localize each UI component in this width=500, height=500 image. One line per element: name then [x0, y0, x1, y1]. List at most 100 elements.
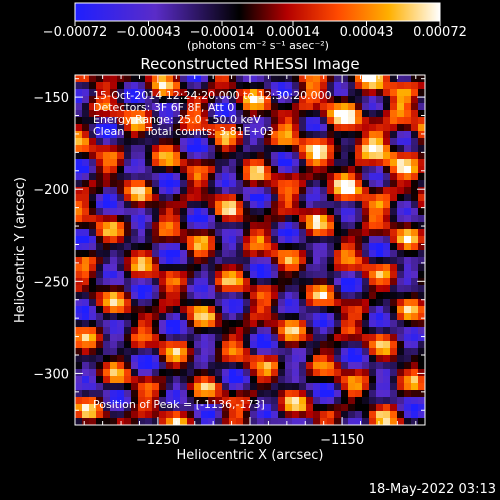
- heatmap-pixel: [250, 369, 258, 377]
- heatmap-pixel: [271, 418, 279, 425]
- heatmap-pixel: [299, 320, 307, 328]
- heatmap-pixel: [96, 152, 104, 160]
- heatmap-pixel: [327, 362, 335, 370]
- heatmap-pixel: [383, 257, 391, 265]
- heatmap-pixel: [110, 159, 118, 167]
- y-axis-label: Heliocentric Y (arcsec): [13, 177, 28, 323]
- heatmap-pixel: [243, 313, 251, 321]
- heatmap-pixel: [194, 82, 202, 90]
- heatmap-pixel: [152, 236, 160, 244]
- heatmap-pixel: [418, 131, 425, 139]
- heatmap-pixel: [145, 404, 153, 412]
- heatmap-pixel: [152, 166, 160, 174]
- heatmap-pixel: [215, 82, 223, 90]
- heatmap-pixel: [138, 229, 146, 237]
- heatmap-pixel: [285, 75, 293, 83]
- heatmap-pixel: [159, 82, 167, 90]
- heatmap-pixel: [348, 278, 356, 286]
- heatmap-pixel: [208, 341, 216, 349]
- heatmap-pixel: [271, 124, 279, 132]
- heatmap-pixel: [397, 124, 405, 132]
- heatmap-pixel: [257, 285, 265, 293]
- heatmap-pixel: [320, 201, 328, 209]
- heatmap-pixel: [236, 404, 244, 412]
- heatmap-pixel: [159, 215, 167, 223]
- heatmap-pixel: [82, 411, 90, 419]
- heatmap-pixel: [383, 82, 391, 90]
- heatmap-pixel: [103, 250, 111, 258]
- heatmap-pixel: [103, 103, 111, 111]
- heatmap-pixel: [187, 264, 195, 272]
- heatmap-pixel: [348, 383, 356, 391]
- heatmap-pixel: [257, 404, 265, 412]
- heatmap-pixel: [243, 348, 251, 356]
- heatmap-pixel: [75, 243, 83, 251]
- heatmap-pixel: [103, 166, 111, 174]
- heatmap-pixel: [222, 411, 230, 419]
- heatmap-pixel: [327, 208, 335, 216]
- heatmap-pixel: [187, 278, 195, 286]
- heatmap-pixel: [159, 341, 167, 349]
- heatmap-pixel: [187, 306, 195, 314]
- heatmap-pixel: [187, 75, 195, 83]
- heatmap-pixel: [208, 271, 216, 279]
- heatmap-pixel: [264, 166, 272, 174]
- heatmap-pixel: [285, 327, 293, 335]
- heatmap-pixel: [75, 264, 83, 272]
- heatmap-pixel: [124, 89, 132, 97]
- heatmap-pixel: [327, 117, 335, 125]
- heatmap-pixel: [369, 299, 377, 307]
- heatmap-pixel: [355, 131, 363, 139]
- heatmap-pixel: [306, 215, 314, 223]
- heatmap-pixel: [320, 243, 328, 251]
- heatmap-pixel: [383, 222, 391, 230]
- heatmap-pixel: [376, 194, 384, 202]
- heatmap-pixel: [117, 187, 125, 195]
- heatmap-pixel: [383, 208, 391, 216]
- heatmap-pixel: [229, 229, 237, 237]
- heatmap-pixel: [306, 187, 314, 195]
- heatmap-pixel: [369, 376, 377, 384]
- heatmap-pixel: [103, 131, 111, 139]
- heatmap-pixel: [292, 306, 300, 314]
- heatmap-pixel: [243, 194, 251, 202]
- heatmap-pixel: [355, 103, 363, 111]
- heatmap-pixel: [229, 152, 237, 160]
- heatmap-pixel: [75, 271, 83, 279]
- heatmap-pixel: [327, 124, 335, 132]
- heatmap-pixel: [306, 264, 314, 272]
- heatmap-pixel: [299, 117, 307, 125]
- heatmap-pixel: [208, 75, 216, 83]
- heatmap-pixel: [278, 404, 286, 412]
- heatmap-pixel: [82, 75, 90, 83]
- heatmap-pixel: [313, 348, 321, 356]
- heatmap-pixel: [299, 299, 307, 307]
- heatmap-pixel: [236, 264, 244, 272]
- heatmap-pixel: [96, 355, 104, 363]
- heatmap-pixel: [397, 166, 405, 174]
- heatmap-pixel: [334, 404, 342, 412]
- heatmap-pixel: [187, 236, 195, 244]
- heatmap-pixel: [89, 180, 97, 188]
- heatmap-pixel: [166, 397, 174, 405]
- heatmap-pixel: [355, 264, 363, 272]
- heatmap-pixel: [180, 369, 188, 377]
- heatmap-pixel: [341, 376, 349, 384]
- heatmap-pixel: [355, 390, 363, 398]
- heatmap-pixel: [327, 355, 335, 363]
- heatmap-pixel: [75, 236, 83, 244]
- heatmap-pixel: [215, 334, 223, 342]
- heatmap-pixel: [397, 82, 405, 90]
- heatmap-pixel: [89, 145, 97, 153]
- heatmap-pixel: [390, 89, 398, 97]
- heatmap-pixel: [131, 131, 139, 139]
- heatmap-pixel: [173, 201, 181, 209]
- heatmap-pixel: [236, 236, 244, 244]
- heatmap-pixel: [201, 397, 209, 405]
- heatmap-pixel: [96, 173, 104, 181]
- heatmap-pixel: [89, 166, 97, 174]
- heatmap-pixel: [250, 383, 258, 391]
- heatmap-pixel: [285, 89, 293, 97]
- heatmap-pixel: [292, 320, 300, 328]
- heatmap-pixel: [369, 418, 377, 425]
